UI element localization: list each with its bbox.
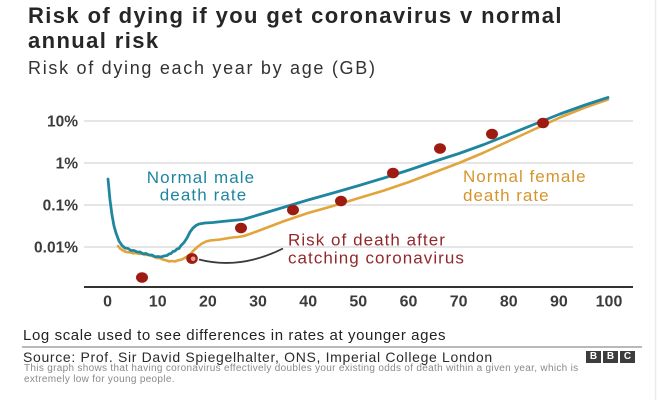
svg-text:40: 40 <box>299 294 317 311</box>
svg-text:0.01%: 0.01% <box>34 240 78 257</box>
svg-text:50: 50 <box>349 294 367 311</box>
svg-text:death rate: death rate <box>160 186 248 205</box>
svg-text:20: 20 <box>199 294 217 311</box>
svg-text:Normal female: Normal female <box>463 167 587 186</box>
svg-text:60: 60 <box>400 294 418 311</box>
svg-text:catching coronavirus: catching coronavirus <box>288 249 465 268</box>
svg-text:1%: 1% <box>56 156 79 173</box>
svg-text:0.1%: 0.1% <box>43 198 79 215</box>
svg-text:70: 70 <box>450 294 468 311</box>
svg-text:Risk of death after: Risk of death after <box>288 231 446 250</box>
svg-text:10: 10 <box>149 294 167 311</box>
svg-text:80: 80 <box>500 294 518 311</box>
svg-text:30: 30 <box>249 294 267 311</box>
svg-text:10%: 10% <box>47 114 78 131</box>
svg-text:90: 90 <box>550 294 568 311</box>
svg-text:100: 100 <box>596 294 623 311</box>
svg-text:death rate: death rate <box>463 186 550 205</box>
svg-text:Normal male: Normal male <box>147 168 255 187</box>
svg-text:0: 0 <box>103 294 112 311</box>
